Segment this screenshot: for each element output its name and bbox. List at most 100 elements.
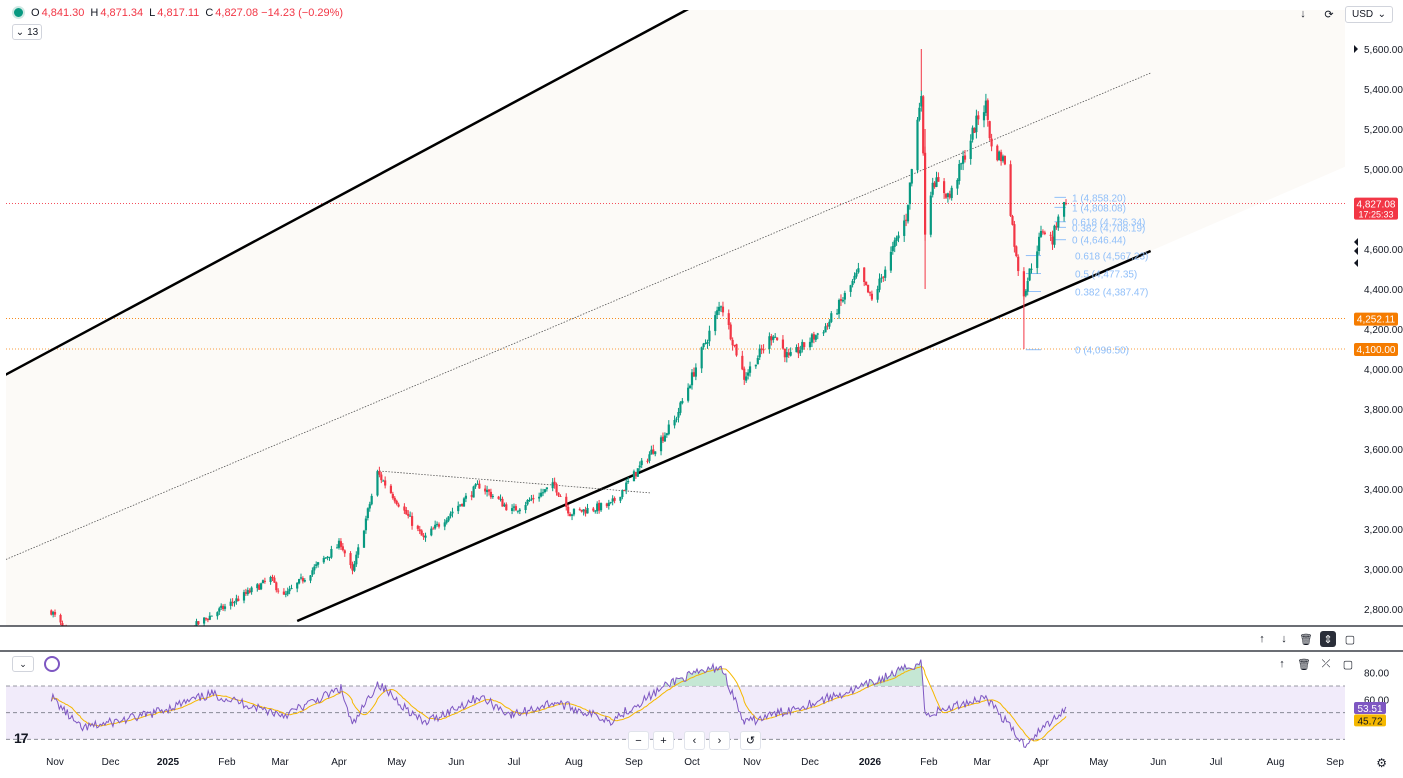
candle-body — [868, 292, 872, 294]
candle-body — [530, 498, 533, 500]
candle-body — [250, 587, 253, 593]
candle-body — [843, 292, 846, 300]
candle-body — [578, 509, 581, 511]
close-icon[interactable]: ⤫ — [1321, 657, 1331, 670]
candle-body — [812, 334, 815, 340]
candle-body — [464, 495, 468, 499]
collapse-icon[interactable]: ⇕ — [1320, 631, 1336, 647]
candle-body — [956, 180, 959, 189]
candle-body — [328, 556, 331, 558]
candle-body — [851, 280, 854, 285]
candle-body — [916, 119, 919, 171]
x-axis-tick: Feb — [218, 757, 236, 768]
candle-body — [391, 493, 394, 499]
candle-body — [378, 471, 381, 475]
indicators-toggle[interactable]: ⌄ 13 — [12, 24, 42, 40]
candle-body — [605, 503, 608, 507]
candle-body — [460, 503, 464, 506]
candle-body — [681, 400, 684, 404]
scroll-right-icon[interactable]: › — [709, 731, 730, 750]
candle-body — [1013, 224, 1016, 247]
candle-body — [797, 347, 800, 354]
candle-body — [192, 626, 194, 630]
candle-body — [866, 284, 870, 293]
candle-body — [514, 506, 518, 511]
candle-body — [510, 508, 514, 511]
candle-body — [395, 500, 398, 505]
candle-body — [284, 593, 287, 595]
trash-icon[interactable]: 🗑 — [1297, 658, 1311, 671]
axis-marker — [1354, 247, 1358, 255]
candle-body — [747, 372, 750, 376]
settings-icon[interactable]: ⚙ — [1376, 756, 1387, 770]
candle-body — [298, 579, 301, 584]
candle-body — [282, 591, 285, 595]
candle-body — [661, 436, 665, 441]
candle-body — [269, 577, 272, 583]
candle-body — [231, 601, 234, 603]
fib-level-label: 0.382 (4,708.19) — [1072, 223, 1145, 234]
candle-body — [505, 504, 508, 511]
candle-body — [154, 643, 156, 644]
fib-level-label: 0.382 (4,387.47) — [1075, 288, 1148, 299]
refresh-icon[interactable]: ⟳ — [1324, 8, 1334, 21]
candle-body — [865, 281, 868, 286]
candle-body — [424, 535, 427, 538]
rsi-value-box — [1354, 701, 1386, 714]
candle-body — [878, 278, 881, 290]
tradingview-logo[interactable]: 17 — [14, 730, 29, 746]
candle-body — [920, 96, 923, 107]
candle-body — [1043, 232, 1046, 234]
candle-body — [694, 367, 697, 377]
candle-body — [638, 465, 641, 468]
candle-body — [163, 643, 165, 644]
candle-body — [613, 498, 616, 501]
price-label-text: 4,100.00 — [1357, 345, 1396, 356]
candle-body — [704, 342, 707, 344]
reset-icon[interactable]: ↺ — [740, 731, 761, 750]
candle-body — [484, 488, 487, 492]
candle-body — [743, 368, 746, 380]
candle-body — [870, 293, 873, 300]
candle-body — [357, 547, 360, 555]
trash-icon[interactable]: 🗑 — [1299, 633, 1313, 646]
candle-body — [679, 402, 682, 413]
candle-body — [1051, 236, 1054, 245]
candle-body — [376, 471, 379, 496]
channel-lower-line — [296, 249, 1152, 623]
candle-body — [271, 576, 274, 579]
candle-body — [781, 339, 785, 349]
price-label-box — [1354, 312, 1398, 326]
candle-body — [594, 510, 597, 512]
currency-select[interactable]: USD ⌄ — [1345, 5, 1393, 23]
candle-body — [50, 610, 53, 615]
axis-marker — [1354, 45, 1358, 53]
candle-body — [931, 182, 934, 195]
candle-body — [339, 541, 343, 547]
candle-body — [762, 349, 765, 351]
down-arrow-icon[interactable]: ↓ — [1281, 633, 1287, 645]
candle-body — [922, 96, 925, 154]
candle-body — [65, 627, 67, 630]
maximize-icon[interactable]: ▢ — [1342, 658, 1354, 671]
candle-body — [557, 492, 560, 496]
down-arrow-icon[interactable]: ↓ — [1300, 8, 1306, 20]
zoom-in-icon[interactable]: + — [653, 731, 674, 750]
zoom-out-icon[interactable]: − — [628, 731, 649, 750]
candle-body — [113, 648, 115, 651]
candle-body — [403, 506, 406, 511]
candle-body — [841, 299, 845, 302]
up-arrow-icon[interactable]: ↑ — [1279, 658, 1285, 670]
x-axis-tick: Jul — [1210, 757, 1223, 768]
up-arrow-icon[interactable]: ↑ — [1259, 633, 1265, 645]
maximize-icon[interactable]: ▢ — [1344, 633, 1356, 646]
candle-body — [650, 449, 653, 455]
candle-body — [382, 480, 385, 482]
y-axis-tick: 3,200.00 — [1364, 525, 1403, 536]
candle-body — [256, 584, 259, 589]
rsi-icon[interactable] — [44, 656, 60, 672]
chevron-down-icon[interactable]: ⌄ — [12, 656, 34, 672]
scroll-left-icon[interactable]: ‹ — [684, 731, 705, 750]
